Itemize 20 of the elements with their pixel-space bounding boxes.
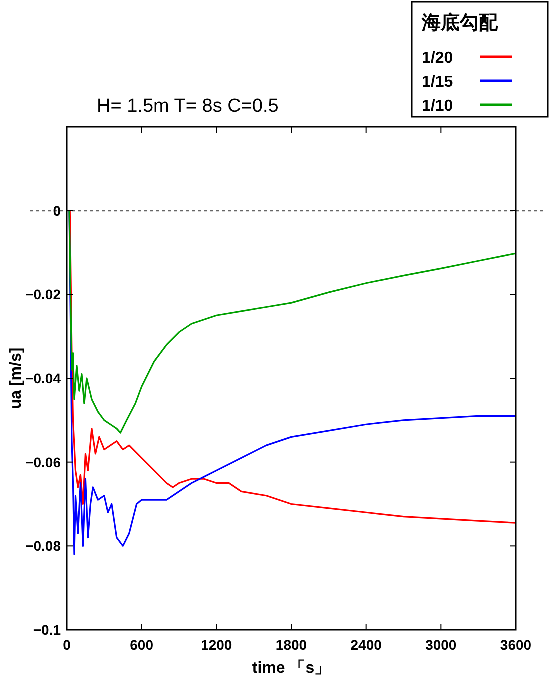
y-tick-label: −0.1	[33, 622, 62, 638]
y-tick-label: −0.08	[26, 538, 62, 554]
x-tick-label: 600	[130, 637, 154, 653]
legend-label: 1/20	[422, 50, 454, 67]
x-tick-label: 3600	[500, 637, 532, 653]
x-tick-label: 0	[63, 637, 72, 653]
legend-title: 海底勾配	[421, 12, 499, 34]
y-axis-title: ua [m/s]	[8, 348, 25, 410]
y-tick-label: −0.02	[26, 286, 62, 303]
legend-label: 1/15	[422, 74, 454, 91]
y-tick-label: −0.06	[26, 454, 62, 470]
x-tick-label: 1200	[201, 637, 232, 653]
y-tick-label: 0	[53, 202, 62, 219]
x-tick-label: 1800	[276, 637, 308, 653]
title: H= 1.5m T= 8s C=0.5	[97, 96, 279, 117]
x-axis-title: time 「s」	[252, 659, 331, 677]
y-tick-label: −0.04	[26, 370, 62, 386]
x-tick-label: 2400	[350, 637, 382, 653]
legend-label: 1/10	[422, 98, 454, 115]
x-tick-label: 3000	[426, 637, 457, 653]
